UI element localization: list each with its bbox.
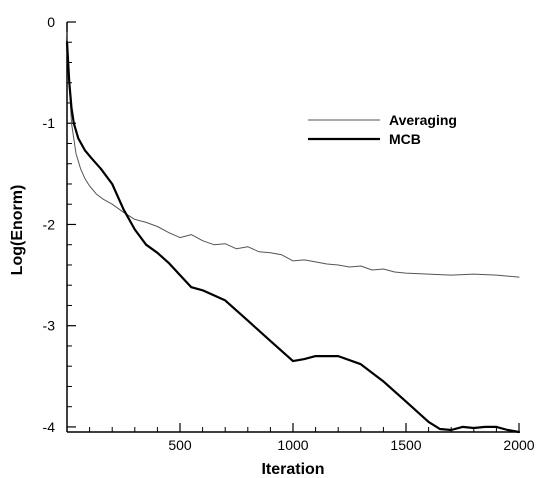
x-tick-label: 2000 [503, 437, 534, 453]
ticks: 0 -1 -2 -3 -4 500 1000 1500 2000 [43, 14, 535, 453]
x-axis-title: Iteration [261, 461, 324, 478]
y-axis-title: Log(Enorm) [9, 185, 26, 276]
axes [66, 22, 519, 433]
series-line-averaging [66, 31, 520, 278]
legend-label-mcb: MCB [389, 131, 421, 147]
y-tick-label: -2 [43, 216, 56, 232]
series-line-mcb [65, 41, 521, 434]
legend: Averaging MCB [308, 112, 457, 147]
y-tick-label: -4 [43, 419, 56, 435]
y-tick-label: -3 [43, 318, 56, 334]
series-layer [65, 31, 521, 434]
y-tick-label: 0 [47, 14, 55, 30]
x-tick-label: 500 [168, 437, 192, 453]
x-tick-label: 1500 [390, 437, 421, 453]
x-tick-label: 1000 [277, 437, 308, 453]
legend-label-averaging: Averaging [389, 112, 457, 128]
y-tick-label: -1 [43, 115, 56, 131]
